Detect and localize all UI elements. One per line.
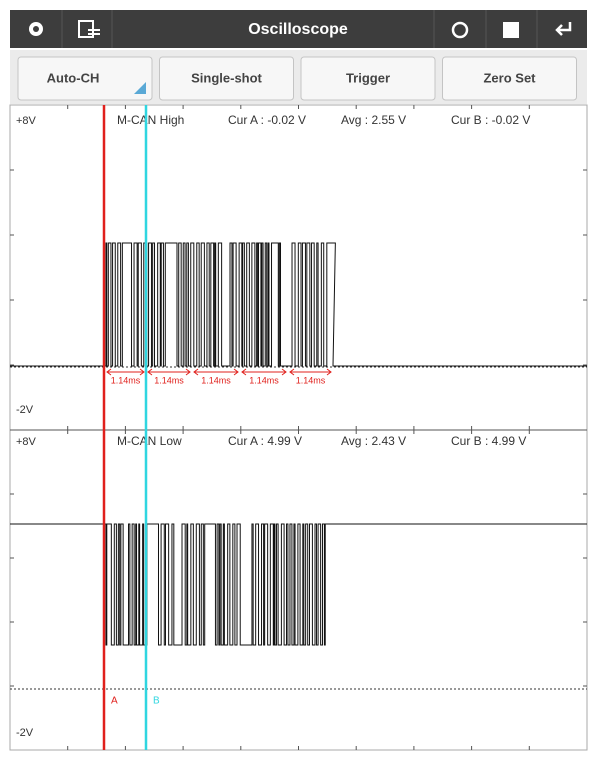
interval-label: 1.14ms — [296, 375, 326, 385]
interval-arrow — [106, 368, 145, 376]
interval-arrow — [147, 368, 191, 376]
cur-a: Cur A : -0.02 V — [228, 113, 306, 127]
cursor-a-label: A — [111, 696, 118, 707]
button-bg[interactable] — [159, 56, 294, 101]
interval-arrow — [241, 368, 287, 376]
cur-a: Cur A : 4.99 V — [228, 434, 302, 448]
button[interactable]: Single-shot — [159, 56, 294, 101]
grid-icon[interactable] — [503, 22, 519, 38]
waveform — [10, 242, 587, 367]
button[interactable]: Zero Set — [442, 56, 577, 101]
save-icon[interactable] — [78, 20, 100, 38]
button-bg[interactable] — [17, 56, 153, 101]
cursor-b-label: B — [153, 696, 160, 707]
interval-label: 1.14ms — [111, 375, 141, 385]
button[interactable]: Trigger — [300, 56, 436, 101]
button-label[interactable]: Trigger — [346, 70, 390, 85]
interval-label: 1.14ms — [201, 375, 231, 385]
button-label[interactable]: Zero Set — [483, 70, 536, 85]
channel-name: M-CAN Low — [117, 434, 182, 448]
interval-arrow — [289, 368, 332, 376]
interval-label: 1.14ms — [154, 375, 184, 385]
avg: Avg : 2.43 V — [341, 434, 406, 448]
bottom-label: -2V — [16, 404, 34, 416]
settings-icon[interactable] — [29, 22, 43, 36]
button-bg[interactable] — [442, 56, 577, 101]
button-bg[interactable] — [300, 56, 436, 101]
cur-b: Cur B : 4.99 V — [451, 434, 526, 448]
bottom-label: -2V — [16, 727, 34, 739]
button[interactable]: Auto-CH — [17, 56, 153, 101]
cur-b: Cur B : -0.02 V — [451, 113, 530, 127]
title: Oscilloscope — [248, 21, 348, 38]
toolbar-dividers — [61, 10, 538, 48]
top-label: +8V — [16, 115, 37, 127]
dropdown-indicator — [134, 82, 146, 94]
button-label[interactable]: Auto-CH — [47, 70, 100, 85]
return-icon[interactable] — [555, 22, 572, 36]
interval-arrow — [193, 368, 239, 376]
toolbar — [10, 10, 587, 48]
waveform — [10, 523, 587, 646]
avg: Avg : 2.55 V — [341, 113, 406, 127]
button-label[interactable]: Single-shot — [191, 70, 262, 85]
channel-name: M-CAN High — [117, 113, 184, 127]
refresh-icon[interactable] — [451, 21, 469, 39]
interval-label: 1.14ms — [249, 375, 279, 385]
top-label: +8V — [16, 436, 37, 448]
